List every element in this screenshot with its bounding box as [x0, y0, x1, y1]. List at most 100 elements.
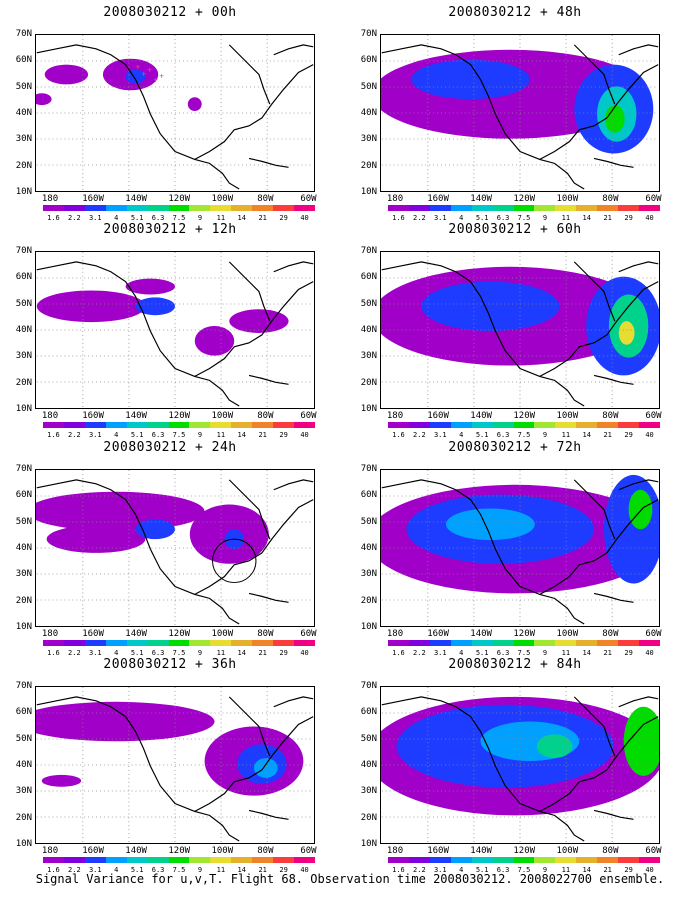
colorbar-label: 2.2 — [68, 649, 81, 657]
longitude-label: 140W — [125, 846, 147, 856]
colorbar-label: 11 — [561, 649, 571, 657]
colorbar-label: 4 — [459, 431, 464, 439]
latitude-label: 10N — [15, 404, 32, 414]
coastline — [593, 592, 634, 603]
colorbar-label: 14 — [582, 431, 591, 439]
map-panel: 2008030212 + 60h 70N 60N 50N 40N 30N 20N 10N 180… — [345, 222, 685, 439]
colorbar-swatch — [534, 205, 556, 211]
latitude-label: 20N — [15, 595, 32, 606]
colorbar-swatch — [273, 640, 295, 646]
variance-contour — [618, 321, 635, 345]
coastline — [381, 696, 585, 842]
colorbar-swatch — [210, 422, 232, 428]
colorbar-swatch — [513, 857, 535, 863]
colorbar — [388, 640, 660, 646]
latitude-label: 50N — [360, 733, 377, 744]
map-plot — [380, 469, 660, 627]
latitude-label: 30N — [15, 786, 32, 797]
colorbar-swatch — [43, 422, 64, 428]
coastline — [381, 261, 585, 407]
colorbar-label: 21 — [603, 214, 612, 222]
longitude-label: 180 — [386, 629, 404, 639]
colorbar-label: 21 — [258, 866, 267, 874]
colorbar-label: 11 — [561, 431, 571, 439]
colorbar-swatch — [639, 640, 660, 646]
colorbar-label: 1.6 — [392, 431, 405, 439]
colorbar — [43, 422, 315, 428]
colorbar-label: 1.6 — [392, 649, 405, 657]
latitude-label: 70N — [360, 464, 377, 474]
observation-marker: + — [153, 75, 158, 84]
colorbar-swatch — [597, 205, 619, 211]
colorbar-label: 2.2 — [68, 866, 81, 874]
coastline — [273, 261, 314, 273]
coastline — [618, 44, 659, 56]
longitude-label: 60W — [300, 629, 317, 639]
latitude-label: 50N — [15, 298, 32, 309]
colorbar-swatch — [597, 422, 619, 428]
colorbar-label: 4 — [114, 649, 119, 657]
coastline — [539, 281, 659, 377]
colorbar-swatch — [231, 640, 253, 646]
panel-title: 2008030212 + 36h — [103, 657, 237, 672]
colorbar-label: 14 — [582, 866, 591, 874]
variance-contour — [628, 489, 653, 530]
longitude-label: 140W — [125, 629, 147, 639]
colorbar-swatch — [618, 205, 640, 211]
coastline — [36, 696, 240, 842]
latitude-label: 10N — [15, 839, 32, 849]
map-panel: 2008030212 + 00h + + + + +70N 60N 50N 40N 30N 20N 1… — [0, 5, 340, 222]
map-panel: 2008030212 + 84h 70N 60N 50N 40N 30N 20N 10N 180… — [345, 657, 685, 874]
longitude-label: 80W — [602, 846, 619, 856]
map-panel: 2008030212 + 72h 70N 60N 50N 40N 30N 20N 10N 180… — [345, 440, 685, 657]
colorbar-label: 21 — [603, 649, 612, 657]
latitude-label: 10N — [15, 187, 32, 197]
colorbar-swatch — [597, 857, 619, 863]
map-plot: + + + + + — [35, 34, 315, 192]
colorbar-label: 6.3 — [151, 214, 165, 222]
colorbar-label: 2.2 — [68, 214, 81, 222]
coastline — [36, 44, 240, 190]
colorbar-swatch — [471, 422, 493, 428]
colorbar-swatch — [294, 640, 315, 646]
longitude-label: 180 — [386, 846, 404, 856]
longitude-label: 60W — [300, 411, 317, 421]
latitude-label: 10N — [360, 622, 377, 632]
colorbar-swatch — [273, 205, 295, 211]
colorbar-label: 3.1 — [88, 214, 102, 222]
colorbar-label: 29 — [624, 431, 633, 439]
latitude-label: 70N — [360, 29, 377, 39]
longitude-label: 80W — [257, 194, 274, 204]
colorbar-label: 21 — [258, 649, 267, 657]
latitude-label: 30N — [15, 134, 32, 145]
observation-marker: + — [136, 63, 141, 72]
colorbar-label: 2.2 — [413, 214, 426, 222]
colorbar-swatch — [618, 422, 640, 428]
colorbar-swatch — [576, 857, 598, 863]
map-panel: 2008030212 + 36h 70N 60N 50N 40N 30N 20N 10N 180… — [0, 657, 340, 874]
coastline — [273, 44, 314, 56]
latitude-label: 60N — [360, 272, 377, 283]
colorbar-label: 1.6 — [47, 649, 60, 657]
colorbar-swatch — [84, 857, 106, 863]
latitude-label: 10N — [360, 187, 377, 197]
colorbar-label: 2.2 — [68, 431, 81, 439]
colorbar-swatch — [492, 205, 514, 211]
colorbar-label: 5.1 — [130, 431, 144, 439]
colorbar-swatch — [84, 422, 106, 428]
longitude-label: 160W — [427, 629, 449, 639]
longitude-label: 140W — [125, 194, 147, 204]
colorbar-swatch — [408, 640, 430, 646]
colorbar-label: 7.5 — [517, 866, 531, 874]
colorbar-swatch — [252, 205, 274, 211]
colorbar-swatch — [429, 422, 451, 428]
variance-contour — [623, 706, 659, 776]
coastline — [573, 479, 616, 540]
latitude-label: 20N — [15, 377, 32, 388]
coastline — [593, 157, 634, 168]
colorbar-swatch — [639, 205, 660, 211]
colorbar-label: 29 — [279, 431, 288, 439]
colorbar-label: 5.1 — [475, 649, 489, 657]
map-plot — [380, 686, 660, 844]
coastline — [539, 64, 659, 160]
